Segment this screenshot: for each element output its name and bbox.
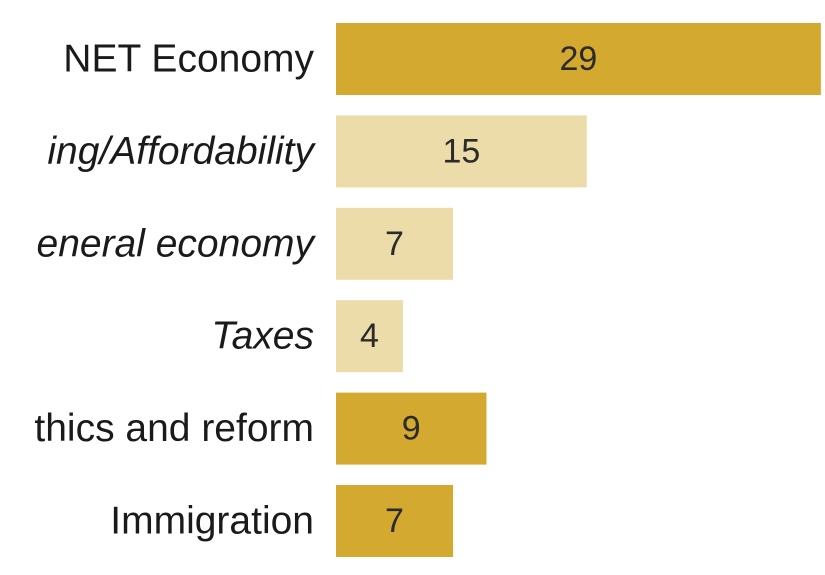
bar-0 <box>336 23 821 95</box>
bar-value-label: 15 <box>442 132 480 170</box>
category-label: ing/Affordability <box>47 130 316 173</box>
bar-1 <box>336 115 587 188</box>
bar-value-label: 7 <box>385 225 404 263</box>
category-label: eneral economy <box>37 222 317 265</box>
category-label: Taxes <box>211 315 314 358</box>
bar-3 <box>336 300 403 373</box>
category-label: NET Economy <box>63 38 314 81</box>
bar-5 <box>336 485 454 557</box>
bar-value-label: 4 <box>360 317 379 355</box>
bar-4 <box>336 392 487 465</box>
category-label: thics and reform <box>34 407 314 450</box>
category-label: Immigration <box>110 500 314 543</box>
bar-value-label: 7 <box>385 502 404 540</box>
bar-value-label: 29 <box>560 40 598 78</box>
bar-value-label: 9 <box>402 410 421 448</box>
bar-2 <box>336 207 454 280</box>
